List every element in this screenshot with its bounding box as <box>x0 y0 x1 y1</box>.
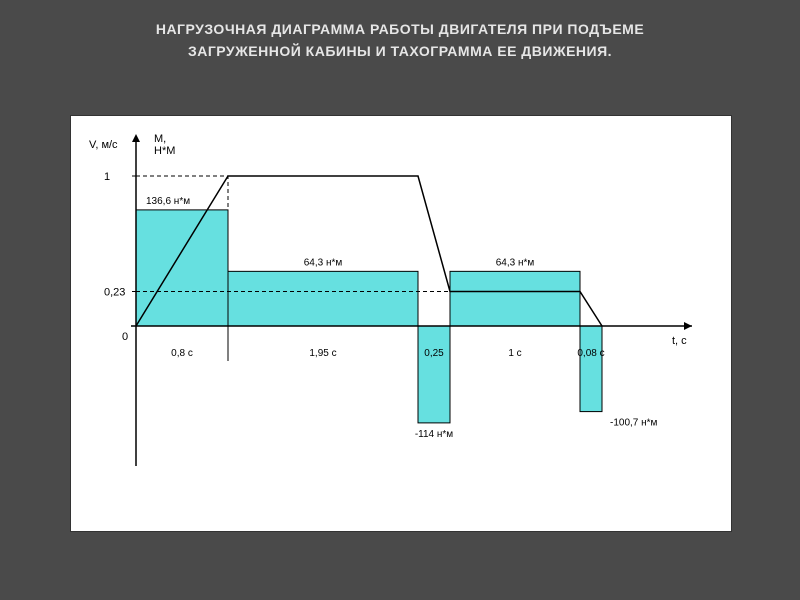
time-label: 1 с <box>508 348 521 359</box>
x-axis-label: t, c <box>672 335 687 347</box>
y-left-label: V, м/c <box>89 139 118 151</box>
torque-label: -100,7 н*м <box>610 418 658 429</box>
torque-label: 136,6 н*м <box>146 196 190 207</box>
y-right-label-2: Н*М <box>154 145 175 157</box>
y-tick-label: 1 <box>104 171 110 183</box>
torque-bar <box>136 210 228 326</box>
time-label: 0,25 <box>424 348 444 359</box>
y-right-label-1: M, <box>154 133 166 145</box>
x-axis-arrow-icon <box>684 322 692 330</box>
torque-bar <box>418 326 450 423</box>
torque-label: -114 н*м <box>415 429 453 440</box>
y-axis-arrow-icon <box>132 134 140 142</box>
torque-bar <box>450 271 580 326</box>
y-tick-label: 0,23 <box>104 287 125 299</box>
time-label: 0,08 с <box>577 348 604 359</box>
torque-label: 64,3 н*м <box>496 257 535 268</box>
diagram-container: t, c V, м/c M,Н*М 0 1 0,23 0,8 с 1,95 с 0,25 1 с 0… <box>70 115 732 532</box>
time-label: 0,8 с <box>171 348 193 359</box>
torque-bar <box>228 271 418 326</box>
time-label: 1,95 с <box>309 348 336 359</box>
origin-label: 0 <box>122 331 128 343</box>
title-line-2: ЗАГРУЖЕННОЙ КАБИНЫ И ТАХОГРАММА ЕЕ ДВИЖЕ… <box>188 43 612 59</box>
load-diagram-chart: t, c V, м/c M,Н*М 0 1 0,23 0,8 с 1,95 с 0,25 1 с 0… <box>71 116 731 531</box>
torque-bar <box>580 326 602 412</box>
torque-label: 64,3 н*м <box>304 257 343 268</box>
page-title: НАГРУЗОЧНАЯ ДИАГРАММА РАБОТЫ ДВИГАТЕЛЯ П… <box>0 0 800 63</box>
title-line-1: НАГРУЗОЧНАЯ ДИАГРАММА РАБОТЫ ДВИГАТЕЛЯ П… <box>156 21 644 37</box>
